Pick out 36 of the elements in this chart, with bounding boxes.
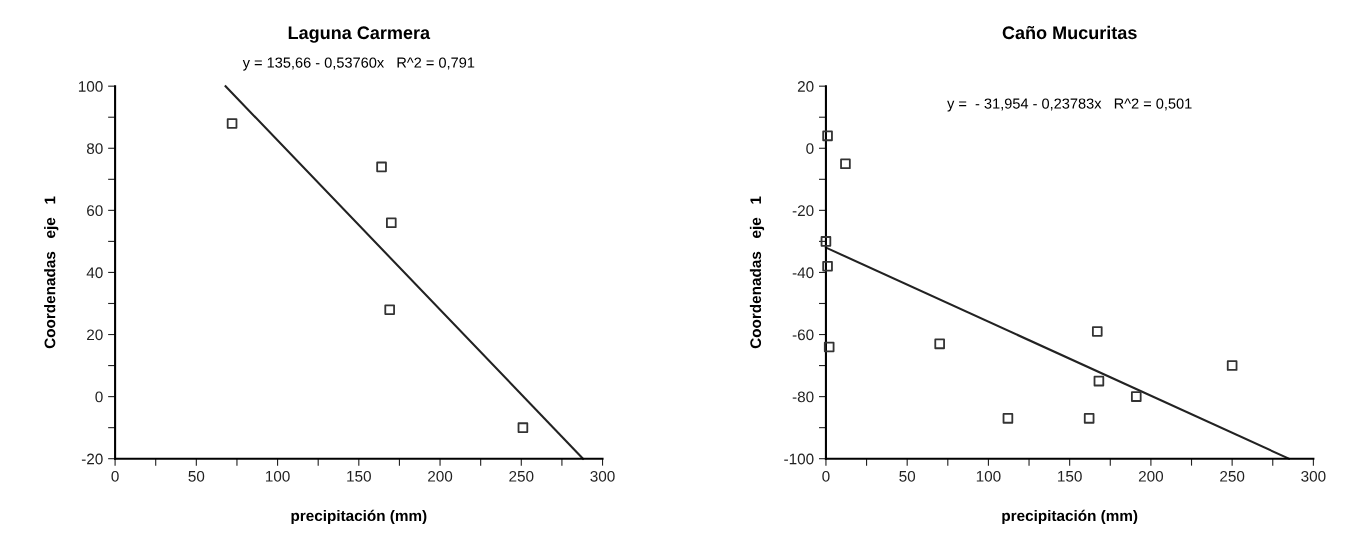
x-tick-label: 100 bbox=[976, 470, 1001, 482]
x-tick-label: 150 bbox=[347, 470, 371, 482]
x-tick-label: 250 bbox=[509, 470, 534, 482]
x-axis-title: precipitación (mm) bbox=[291, 509, 427, 525]
x-tick-label: 50 bbox=[188, 470, 205, 482]
x-tick-label: 0 bbox=[822, 470, 830, 482]
y-tick-label: 60 bbox=[87, 205, 103, 217]
y-tick-label: -80 bbox=[792, 391, 814, 403]
x-axis-title: precipitación (mm) bbox=[1002, 509, 1138, 525]
chart-title: Caño Mucuritas bbox=[1002, 25, 1137, 40]
y-tick-label: 40 bbox=[86, 267, 103, 279]
x-tick-label: 200 bbox=[1138, 470, 1164, 482]
x-tick-label: 300 bbox=[1301, 470, 1326, 482]
y-tick-label: 100 bbox=[78, 81, 103, 92]
x-tick-label: 250 bbox=[1220, 470, 1245, 482]
x-tick-label: 100 bbox=[265, 470, 290, 482]
x-tick-label: 150 bbox=[1058, 470, 1082, 482]
chart-title: Laguna Carmera bbox=[288, 26, 431, 43]
y-tick-label: -20 bbox=[792, 205, 814, 217]
y-axis-title: Coordenadas eje 1 bbox=[749, 196, 765, 349]
x-tick-label: 200 bbox=[428, 470, 453, 482]
y-tick-label: -20 bbox=[81, 453, 103, 465]
x-tick-label: 300 bbox=[590, 470, 615, 482]
x-tick-label: 50 bbox=[899, 470, 916, 482]
y-axis-title: Coordenadas eje 1 bbox=[44, 196, 59, 349]
y-tick-label: 0 bbox=[95, 391, 103, 403]
text: y = 135,66 - 0,53760x R^2 = 0,791 bbox=[242, 57, 475, 71]
y-tick-label: 80 bbox=[86, 143, 103, 154]
x-tick-label: 0 bbox=[111, 470, 119, 482]
y-tick-label: 20 bbox=[87, 329, 103, 341]
y-tick-label: -40 bbox=[792, 267, 814, 279]
y-tick-label: -60 bbox=[792, 329, 814, 341]
y-tick-label: 20 bbox=[797, 81, 814, 92]
y-tick-label: -100 bbox=[784, 453, 814, 465]
y-tick-label: 0 bbox=[806, 143, 814, 154]
annotation: y = - 31,954 - 0,23783x R^2 = 0,501 bbox=[947, 98, 1192, 112]
